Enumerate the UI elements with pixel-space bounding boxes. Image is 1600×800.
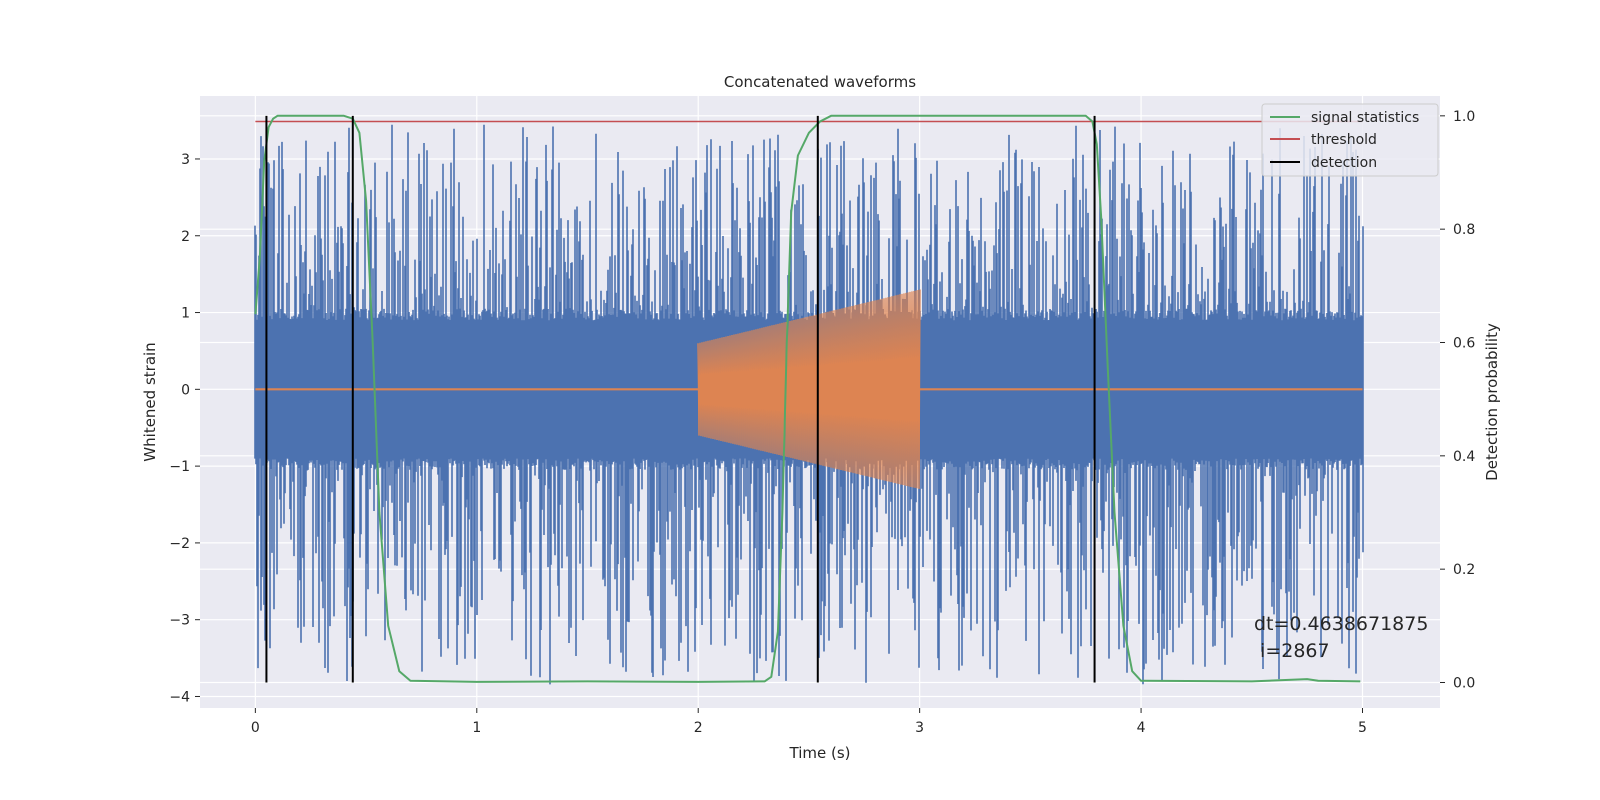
- x-tick-label: 5: [1358, 720, 1367, 736]
- legend-label-threshold: threshold: [1311, 132, 1377, 148]
- legend-label-detection: detection: [1311, 155, 1377, 171]
- chart-title: Concatenated waveforms: [724, 73, 916, 91]
- y-tick-label: 0: [181, 382, 190, 398]
- injected-signal-series: [697, 289, 921, 489]
- x-tick-label: 1: [472, 720, 481, 736]
- x-tick-label: 4: [1137, 720, 1146, 736]
- x-tick-label: 3: [915, 720, 924, 736]
- legend-box: [1261, 103, 1439, 177]
- y-tick-label: −4: [169, 689, 190, 705]
- y2-tick-label: 0.4: [1453, 449, 1475, 465]
- y-tick-label: −3: [169, 613, 190, 629]
- x-axis-label: Time (s): [789, 744, 851, 762]
- signal-statistics-line: [254, 114, 1361, 683]
- y-tick-label: 3: [181, 152, 190, 168]
- y-tick-label: −2: [169, 536, 190, 552]
- x-tick-label: 0: [251, 720, 260, 736]
- y2-tick-label: 0.6: [1453, 336, 1475, 352]
- y-tick-label: 1: [181, 306, 190, 322]
- annotation-index: i=2867: [1254, 640, 1330, 662]
- y-tick-label: −1: [169, 459, 190, 475]
- y2-tick-label: 1.0: [1453, 109, 1475, 125]
- y2-axis-label: Detection probability: [1483, 323, 1501, 481]
- annotation: dt=0.4638671875 i=2867: [1254, 613, 1428, 662]
- x-tick-label: 2: [694, 720, 703, 736]
- legend: signal statistics threshold detection: [1261, 103, 1439, 177]
- tick-labels: 0 1 2 3 4 5 −4 −3 −2 −1 0 1 2 3 0.0 0.2 0.4 0.6 0.8 1.0: [169, 109, 1475, 736]
- y2-tick-label: 0.0: [1453, 676, 1475, 692]
- y-axis-label: Whitened strain: [141, 342, 159, 461]
- data-layer: [254, 114, 1364, 685]
- y-tick-label: 2: [181, 229, 190, 245]
- y2-tick-label: 0.8: [1453, 222, 1475, 238]
- legend-label-signal-statistics: signal statistics: [1311, 110, 1419, 126]
- annotation-dt: dt=0.4638671875: [1254, 613, 1428, 635]
- y2-tick-label: 0.2: [1453, 562, 1475, 578]
